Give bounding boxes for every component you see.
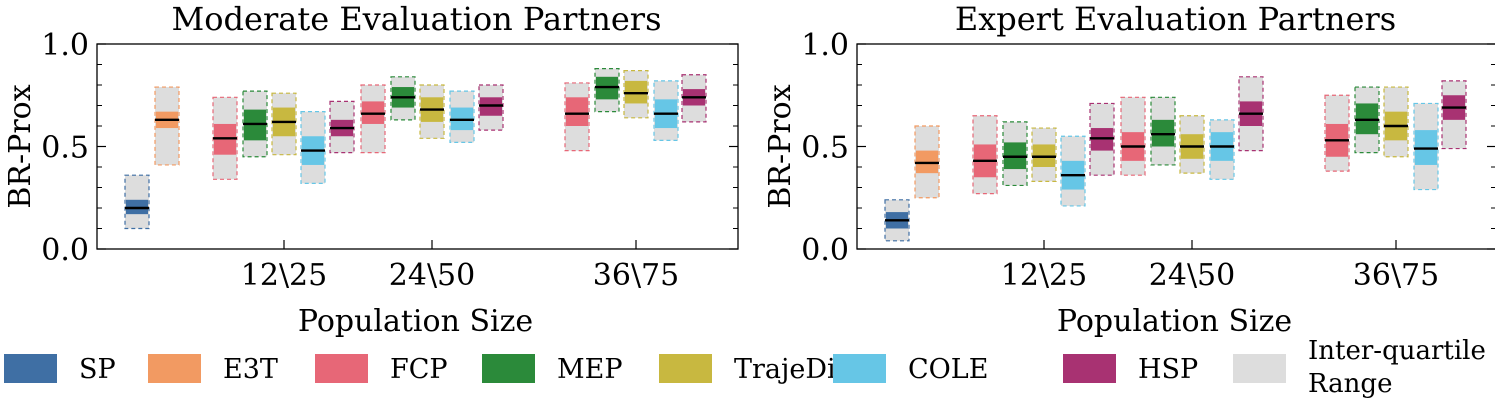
legend-swatch-7 [1063,354,1116,383]
y-tick-label: 1.0 [801,28,849,63]
y-tick-label: 0.5 [41,131,89,166]
legend-label-2: E3T [223,354,278,385]
x-tick-label: 36\75 [593,258,679,293]
x-tick-label: 12\25 [1001,258,1087,293]
legend-swatch-2 [148,354,201,383]
plot-frame [856,43,1495,250]
legend-swatch-4 [482,354,535,383]
x-tick-label: 36\75 [1353,258,1439,293]
legend-swatch-1 [4,354,57,383]
legend-label-3: FCP [390,354,448,385]
y-tick-label: 0.0 [801,233,849,268]
x-tick-label: 24\50 [389,258,475,293]
y-axis-label: BR-Prox [763,84,798,208]
legend-swatch-6 [833,354,886,383]
legend-label-1: SP [79,354,116,385]
legend-swatch-8 [1233,354,1286,383]
legend-label-line: Range [1308,369,1392,399]
y-tick-label: 0.0 [41,233,89,268]
chart-title: Expert Evaluation Partners [955,0,1396,38]
ci-box-fcp [566,97,588,126]
legend-label-5: TrajeDi [734,354,836,385]
panel-expert: Expert Evaluation Partners 0.0 0.5 1.0 12\25… [763,0,1495,339]
panel-moderate: Moderate Evaluation Partners 0.0 0.5 1.0 12\… [3,0,739,339]
y-tick-label: 1.0 [41,28,89,63]
x-tick-label: 12\25 [241,258,327,293]
y-axis-label: BR-Prox [3,84,38,208]
y-tick-label: 0.5 [801,131,849,166]
legend-label-4: MEP [557,354,623,385]
legend-label-7: HSP [1138,354,1198,385]
legend-swatch-3 [315,354,368,383]
x-tick-label: 24\50 [1149,258,1235,293]
legend-label-8: Inter-quartile Range [1308,336,1486,399]
plot-frame [96,43,739,250]
chart-title: Moderate Evaluation Partners [172,0,662,38]
legend-swatch-5 [659,354,712,383]
legend: SP E3T FCP MEP TrajeDi COLE HSP Inter-quartile R… [4,336,1486,399]
x-axis-label: Population Size [1057,304,1292,339]
legend-label-6: COLE [908,354,988,385]
x-axis-label: Population Size [298,304,533,339]
legend-label-line: Inter-quartile [1308,336,1486,366]
